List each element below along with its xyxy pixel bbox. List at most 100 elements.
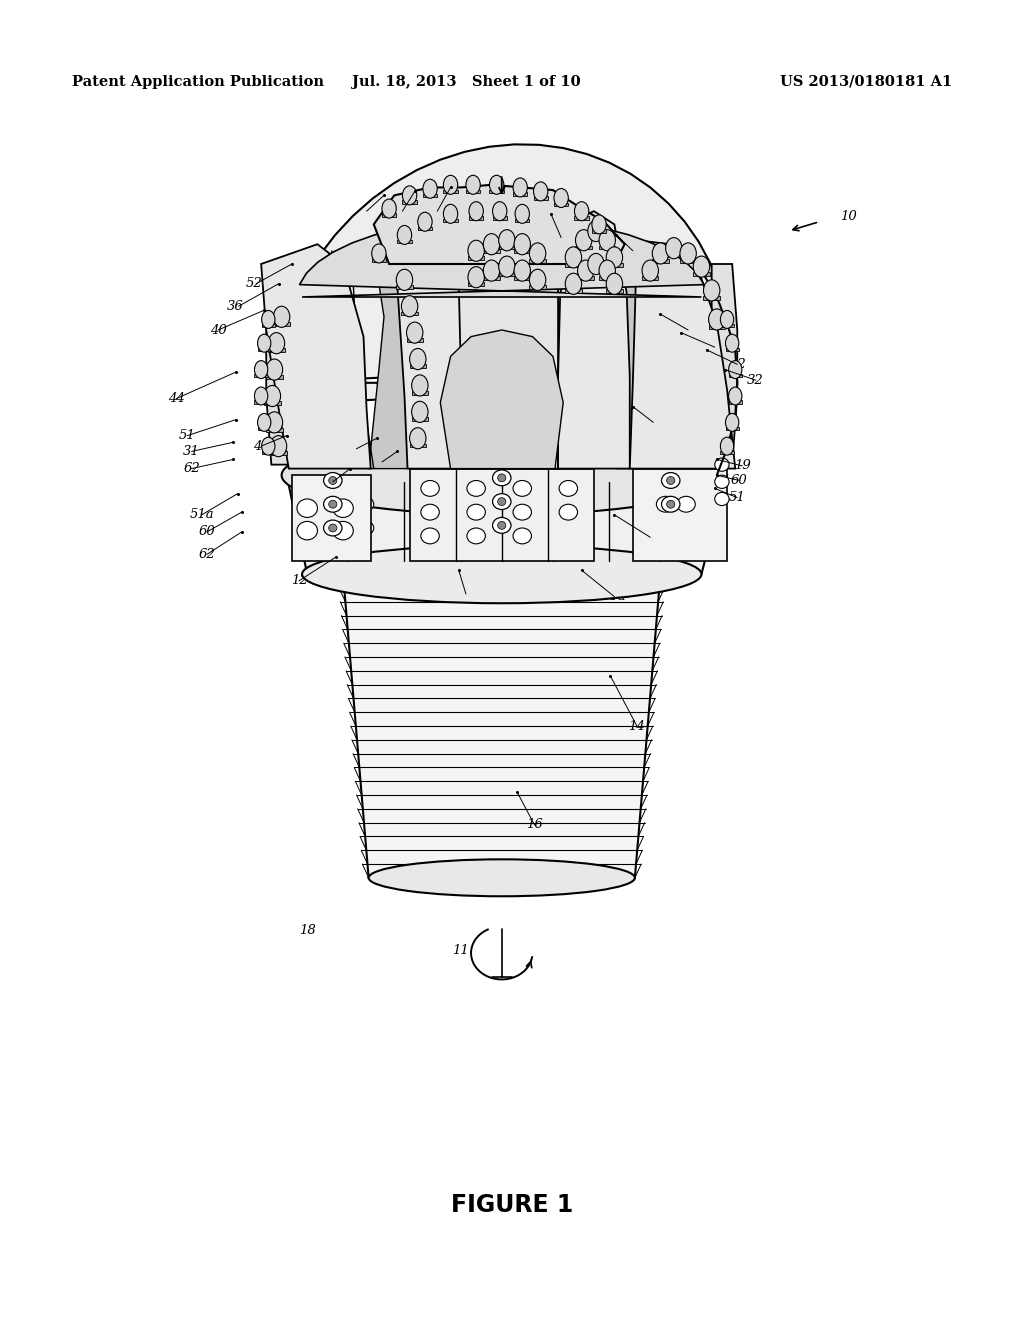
Ellipse shape [667,477,675,484]
Ellipse shape [329,521,343,535]
Polygon shape [268,348,285,352]
Ellipse shape [333,499,353,517]
Ellipse shape [382,199,396,218]
Text: 51: 51 [729,491,745,504]
Ellipse shape [397,226,412,244]
Polygon shape [666,253,682,257]
Polygon shape [292,475,371,561]
Polygon shape [469,216,483,219]
Ellipse shape [643,519,657,532]
Polygon shape [443,190,458,193]
Ellipse shape [588,220,604,242]
Ellipse shape [599,230,615,251]
Polygon shape [466,190,480,193]
Ellipse shape [467,480,485,496]
Polygon shape [397,240,412,243]
Ellipse shape [484,482,499,495]
Ellipse shape [297,521,317,540]
Ellipse shape [525,524,540,537]
Polygon shape [287,475,727,574]
Ellipse shape [464,482,478,495]
Ellipse shape [421,480,439,496]
Polygon shape [266,375,283,379]
Text: 62: 62 [199,548,215,561]
Polygon shape [534,197,548,199]
Polygon shape [574,216,589,219]
Polygon shape [499,272,515,276]
Polygon shape [612,240,640,469]
Polygon shape [558,211,630,469]
Ellipse shape [266,412,283,433]
Ellipse shape [505,482,519,495]
Text: 40: 40 [358,205,375,218]
Polygon shape [514,249,530,253]
Polygon shape [299,218,705,297]
Ellipse shape [412,401,428,422]
Polygon shape [606,263,623,267]
Ellipse shape [468,240,484,261]
Polygon shape [725,347,738,351]
Ellipse shape [575,230,592,251]
Ellipse shape [664,508,678,521]
Ellipse shape [329,477,337,484]
Polygon shape [578,276,594,280]
Text: 12: 12 [291,574,307,587]
Text: 44: 44 [325,475,341,488]
Ellipse shape [513,480,531,496]
Polygon shape [423,194,437,197]
Polygon shape [693,272,710,276]
Polygon shape [513,193,527,195]
Ellipse shape [513,178,527,197]
Polygon shape [599,276,615,280]
Ellipse shape [421,504,439,520]
Ellipse shape [565,247,582,268]
Polygon shape [515,219,529,222]
Text: 42: 42 [429,205,445,218]
Polygon shape [270,451,287,455]
Polygon shape [548,222,575,462]
Ellipse shape [559,504,578,520]
Ellipse shape [578,260,594,281]
Ellipse shape [505,502,519,515]
Ellipse shape [401,296,418,317]
Ellipse shape [715,492,729,506]
Ellipse shape [514,234,530,255]
Ellipse shape [421,528,439,544]
Ellipse shape [489,176,504,194]
Ellipse shape [359,521,374,535]
Polygon shape [407,338,423,342]
Text: 51: 51 [179,429,196,442]
Text: 34: 34 [373,455,389,469]
Ellipse shape [469,202,483,220]
Polygon shape [264,401,281,405]
Polygon shape [606,289,623,293]
Text: 35: 35 [625,244,641,257]
Ellipse shape [514,260,530,281]
Ellipse shape [262,310,274,329]
Polygon shape [565,263,582,267]
Polygon shape [554,203,568,206]
Text: 18: 18 [299,924,315,937]
Polygon shape [440,222,466,462]
Polygon shape [729,400,741,404]
Ellipse shape [333,521,353,540]
Ellipse shape [282,436,722,515]
Ellipse shape [643,499,657,512]
Polygon shape [258,426,270,430]
Ellipse shape [418,213,432,231]
Ellipse shape [270,436,287,457]
Ellipse shape [709,309,725,330]
Text: 13: 13 [642,531,658,544]
Text: 60: 60 [199,525,215,539]
Ellipse shape [466,176,480,194]
Ellipse shape [554,189,568,207]
Ellipse shape [493,517,511,533]
Text: 16: 16 [526,818,543,832]
Ellipse shape [483,260,500,281]
Ellipse shape [410,428,426,449]
Polygon shape [402,201,417,203]
Ellipse shape [468,267,484,288]
Polygon shape [729,374,741,378]
Ellipse shape [467,504,485,520]
Ellipse shape [412,375,428,396]
